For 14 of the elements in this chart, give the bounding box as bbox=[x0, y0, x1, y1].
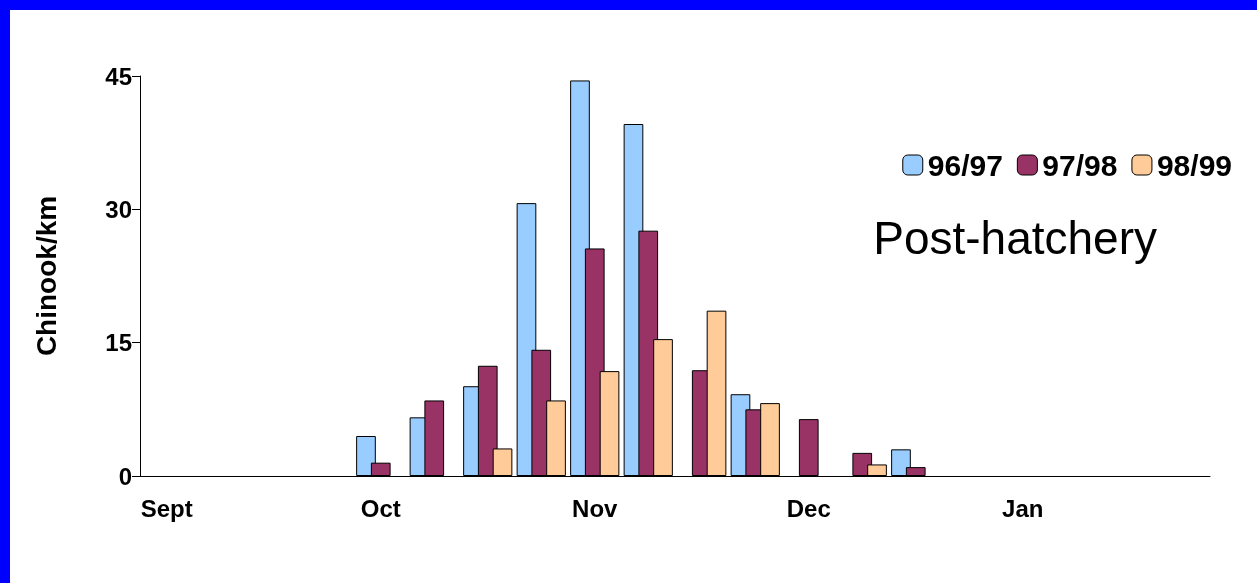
annotation: Post-hatchery bbox=[873, 212, 1157, 264]
y-tick-label: 0 bbox=[118, 462, 132, 490]
legend-label: 98/99 bbox=[1156, 148, 1232, 182]
y-tick-label: 30 bbox=[105, 195, 132, 223]
legend-label: 97/98 bbox=[1042, 148, 1118, 182]
x-tick-label: Oct bbox=[360, 494, 401, 522]
x-tick-label: Jan bbox=[1002, 494, 1044, 522]
x-tick-label: Dec bbox=[786, 494, 831, 522]
y-tick-label: 45 bbox=[105, 62, 132, 90]
y-axis-title: Chinook/km bbox=[30, 195, 62, 357]
y-tick-label: 15 bbox=[105, 329, 132, 357]
legend-label: 96/97 bbox=[927, 148, 1003, 182]
x-tick-label: Nov bbox=[572, 494, 619, 522]
x-tick-label: Sept bbox=[140, 494, 193, 522]
